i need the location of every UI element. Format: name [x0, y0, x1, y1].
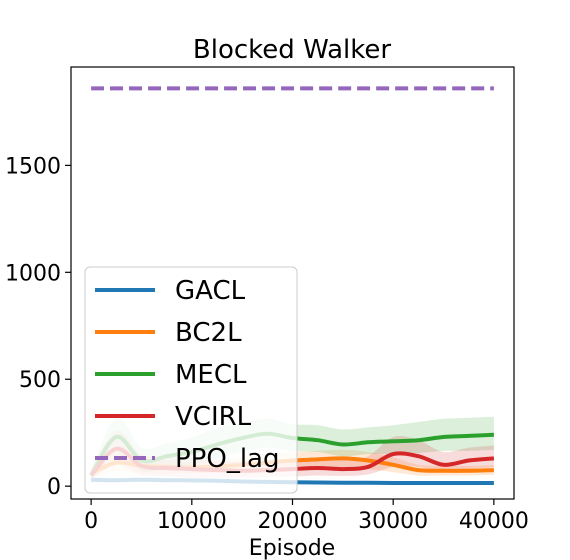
legend-label-ppo-lag: PPO_lag	[175, 444, 279, 474]
legend-label-gacl: GACL	[175, 276, 246, 306]
legend-label-mecl: MECL	[175, 360, 247, 390]
legend-label-vcirl: VCIRL	[175, 402, 252, 432]
legend	[84, 266, 298, 494]
x-tick-label: 10000	[157, 509, 227, 534]
x-tick-label: 0	[84, 509, 98, 534]
x-tick-label: 40000	[459, 509, 529, 534]
x-tick-label: 30000	[358, 509, 428, 534]
y-tick-label: 0	[47, 475, 61, 500]
x-tick-label: 20000	[258, 509, 328, 534]
y-tick-label: 500	[19, 368, 61, 393]
y-tick-label: 1500	[5, 154, 61, 179]
legend-label-bc2l: BC2L	[175, 318, 242, 348]
x-axis-label: Episode	[249, 536, 335, 560]
y-tick-label: 1000	[5, 261, 61, 286]
chart-title: Blocked Walker	[193, 35, 391, 65]
